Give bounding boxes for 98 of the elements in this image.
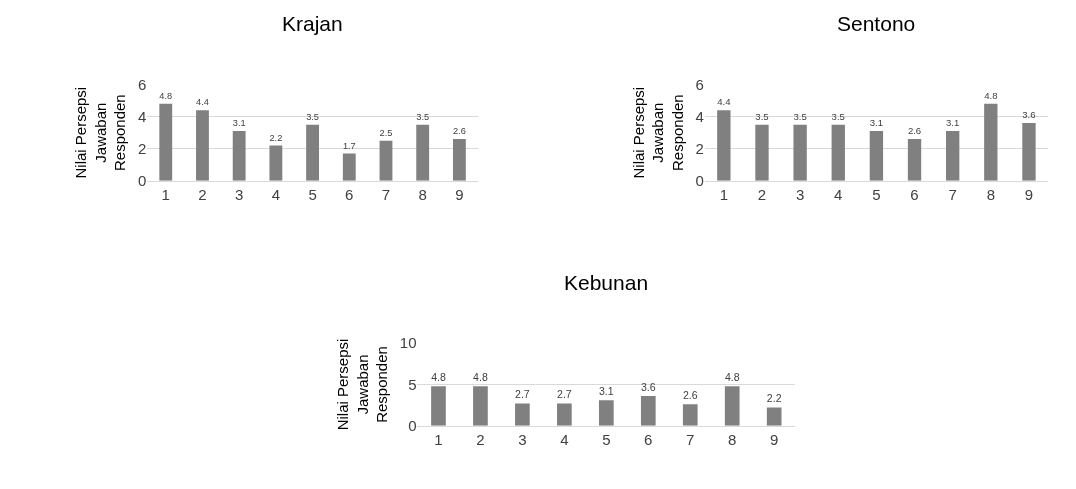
y-axis-title: Nilai Persepsi Jawaban Responden bbox=[72, 86, 129, 179]
bar bbox=[473, 386, 488, 426]
bar bbox=[557, 403, 572, 426]
x-tick-label: 5 bbox=[602, 430, 611, 448]
y-tick-label: 0 bbox=[138, 172, 147, 190]
x-tick-label: 1 bbox=[434, 430, 443, 448]
y-tick-label: 5 bbox=[408, 375, 417, 393]
data-label: 3.1 bbox=[946, 117, 960, 129]
data-label: 4.8 bbox=[431, 371, 446, 384]
bar bbox=[342, 153, 356, 181]
bar bbox=[682, 404, 698, 426]
bar bbox=[1022, 123, 1036, 181]
x-tick-label: 6 bbox=[910, 185, 919, 203]
data-label: 2.6 bbox=[907, 125, 922, 137]
x-tick-label: 6 bbox=[644, 430, 653, 448]
bar bbox=[724, 386, 740, 426]
y-axis-title: Nilai Persepsi Jawaban Responden bbox=[334, 338, 391, 431]
x-tick-label: 6 bbox=[345, 185, 354, 203]
data-label: 3.1 bbox=[598, 385, 614, 398]
data-label: 3.5 bbox=[793, 110, 807, 122]
data-label: 4.8 bbox=[724, 371, 740, 384]
data-label: 3.1 bbox=[232, 118, 246, 129]
x-tick-label: 8 bbox=[418, 185, 427, 203]
bar bbox=[793, 124, 807, 181]
x-tick-label: 4 bbox=[271, 185, 281, 203]
bar bbox=[869, 131, 884, 181]
y-tick-label: 2 bbox=[695, 139, 704, 157]
x-tick-label: 2 bbox=[757, 185, 767, 203]
data-label: 3.5 bbox=[416, 111, 430, 122]
x-tick-label: 5 bbox=[308, 185, 317, 203]
chart-title: Sentono bbox=[837, 12, 916, 35]
data-label: 2.2 bbox=[766, 392, 782, 405]
data-label: 4.8 bbox=[159, 90, 173, 101]
bar bbox=[431, 386, 446, 426]
data-label: 2.7 bbox=[515, 388, 530, 401]
y-tick-label: 4 bbox=[695, 107, 704, 125]
x-tick-label: 9 bbox=[1024, 185, 1034, 203]
bar bbox=[306, 124, 319, 181]
x-tick-label: 3 bbox=[795, 185, 805, 203]
data-label: 3.1 bbox=[869, 117, 884, 129]
y-tick-label: 4 bbox=[138, 107, 147, 125]
bar bbox=[946, 131, 960, 181]
y-tick-label: 0 bbox=[695, 172, 704, 190]
x-tick-label: 2 bbox=[198, 185, 207, 203]
x-tick-label: 1 bbox=[161, 185, 170, 203]
bar bbox=[598, 400, 614, 426]
x-tick-label: 1 bbox=[719, 185, 729, 203]
chart-title: Krajan bbox=[282, 12, 343, 35]
x-tick-label: 4 bbox=[834, 185, 843, 203]
y-tick-label: 10 bbox=[399, 334, 417, 352]
bar bbox=[907, 139, 922, 181]
bar bbox=[831, 124, 845, 181]
data-label: 2.2 bbox=[269, 132, 283, 143]
data-label: 3.5 bbox=[831, 110, 845, 122]
data-label: 3.5 bbox=[755, 110, 769, 122]
bar bbox=[379, 140, 393, 181]
x-tick-label: 8 bbox=[728, 430, 737, 448]
data-label: 2.5 bbox=[379, 127, 393, 138]
bar bbox=[416, 124, 430, 181]
y-axis-title: Nilai Persepsi Jawaban Responden bbox=[629, 86, 686, 179]
bar bbox=[159, 103, 173, 181]
bar bbox=[196, 110, 209, 181]
x-tick-label: 7 bbox=[381, 185, 391, 203]
y-tick-label: 6 bbox=[138, 75, 147, 93]
y-tick-label: 2 bbox=[138, 139, 147, 157]
bar bbox=[640, 396, 656, 426]
x-tick-label: 3 bbox=[235, 185, 244, 203]
y-tick-label: 0 bbox=[408, 417, 417, 435]
chart-title: Kebunan bbox=[564, 271, 649, 294]
x-tick-label: 4 bbox=[560, 430, 569, 448]
x-tick-label: 7 bbox=[948, 185, 957, 203]
x-tick-label: 7 bbox=[686, 430, 695, 448]
data-label: 2.6 bbox=[682, 389, 698, 402]
x-tick-label: 2 bbox=[476, 430, 485, 448]
data-label: 4.4 bbox=[196, 97, 209, 108]
data-label: 1.7 bbox=[342, 140, 356, 151]
data-label: 2.6 bbox=[452, 126, 466, 137]
bar bbox=[232, 131, 246, 181]
bar bbox=[452, 139, 466, 181]
x-tick-label: 9 bbox=[455, 185, 464, 203]
data-label: 4.8 bbox=[984, 89, 998, 101]
data-label: 3.6 bbox=[1022, 109, 1036, 121]
data-label: 4.4 bbox=[717, 96, 732, 108]
data-label: 4.8 bbox=[473, 371, 488, 384]
x-tick-label: 3 bbox=[518, 430, 527, 448]
bar bbox=[766, 407, 782, 426]
bar bbox=[269, 145, 283, 181]
bar bbox=[984, 103, 998, 181]
data-label: 3.5 bbox=[306, 111, 319, 122]
bar bbox=[717, 110, 731, 181]
bar bbox=[755, 124, 769, 181]
x-tick-label: 5 bbox=[872, 185, 881, 203]
data-label: 3.6 bbox=[640, 380, 656, 393]
data-label: 2.7 bbox=[557, 388, 572, 401]
y-tick-label: 6 bbox=[695, 75, 704, 93]
x-tick-label: 9 bbox=[770, 430, 779, 448]
bar bbox=[515, 403, 530, 426]
x-tick-label: 8 bbox=[986, 185, 995, 203]
